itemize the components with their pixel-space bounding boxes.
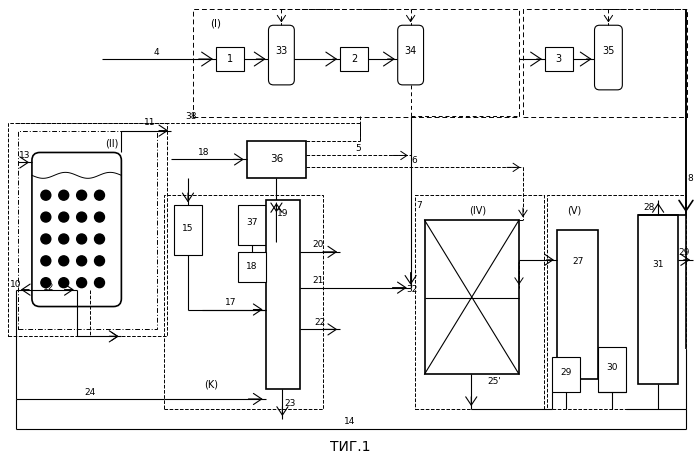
Bar	[174, 205, 202, 255]
Bar	[193, 9, 519, 117]
Circle shape	[94, 256, 104, 266]
Bar	[18, 130, 157, 330]
Bar	[238, 252, 266, 282]
Text: 22: 22	[315, 318, 326, 327]
Text: 38: 38	[185, 112, 196, 121]
Text: 7: 7	[417, 201, 422, 210]
FancyBboxPatch shape	[398, 25, 424, 85]
Bar	[238, 205, 266, 245]
Circle shape	[59, 212, 69, 222]
FancyBboxPatch shape	[32, 153, 122, 307]
Text: 34: 34	[405, 46, 417, 56]
Circle shape	[59, 234, 69, 244]
Text: (I): (I)	[210, 18, 222, 28]
Text: 10: 10	[10, 280, 22, 289]
Circle shape	[59, 278, 69, 288]
Text: 36: 36	[270, 154, 283, 165]
Text: 37: 37	[246, 218, 257, 226]
FancyBboxPatch shape	[268, 25, 294, 85]
Circle shape	[41, 234, 51, 244]
Circle shape	[41, 256, 51, 266]
Text: 11: 11	[143, 118, 155, 127]
Circle shape	[77, 212, 87, 222]
Circle shape	[41, 278, 51, 288]
Circle shape	[59, 190, 69, 200]
Text: 30: 30	[607, 363, 618, 372]
Bar	[547, 195, 686, 409]
Text: 19: 19	[277, 209, 288, 218]
Text: 12: 12	[43, 283, 55, 292]
Text: 35: 35	[603, 46, 614, 56]
Text: 31: 31	[652, 260, 664, 269]
Text: (II): (II)	[105, 138, 118, 148]
Bar	[415, 195, 544, 409]
Bar	[216, 47, 244, 71]
Circle shape	[59, 256, 69, 266]
Text: ΤИГ.1: ΤИГ.1	[330, 440, 370, 454]
Text: 15: 15	[182, 224, 194, 232]
Text: 17: 17	[225, 298, 236, 307]
Text: 4: 4	[153, 47, 159, 57]
Circle shape	[77, 256, 87, 266]
Text: 24: 24	[84, 388, 95, 396]
Text: 29: 29	[678, 248, 690, 257]
Text: 18: 18	[246, 262, 257, 271]
Circle shape	[77, 278, 87, 288]
Bar	[247, 141, 306, 178]
Text: 3: 3	[556, 54, 562, 64]
Circle shape	[94, 190, 104, 200]
Text: (V): (V)	[568, 205, 582, 215]
Bar	[638, 215, 678, 384]
Circle shape	[41, 190, 51, 200]
Bar	[556, 230, 598, 379]
Bar	[598, 347, 626, 392]
Text: 23: 23	[284, 399, 296, 408]
Circle shape	[77, 234, 87, 244]
Bar	[266, 200, 301, 389]
Bar	[340, 47, 368, 71]
Bar	[8, 123, 167, 337]
Text: 13: 13	[19, 151, 31, 160]
Text: 28: 28	[644, 203, 655, 212]
Bar	[523, 9, 687, 117]
Bar	[552, 357, 579, 392]
Text: (K): (K)	[204, 379, 218, 389]
Text: 8: 8	[687, 174, 693, 183]
Text: 18: 18	[198, 148, 210, 157]
Text: 2: 2	[351, 54, 357, 64]
Text: 5: 5	[355, 144, 361, 153]
Bar	[164, 195, 323, 409]
Text: 33: 33	[275, 46, 287, 56]
Bar	[424, 220, 519, 374]
Circle shape	[94, 278, 104, 288]
Circle shape	[94, 234, 104, 244]
FancyBboxPatch shape	[595, 25, 622, 90]
Bar	[545, 47, 572, 71]
Text: 29: 29	[560, 367, 571, 377]
Text: 32: 32	[406, 285, 417, 294]
Text: 21: 21	[312, 276, 324, 285]
Text: 14: 14	[345, 417, 356, 426]
Circle shape	[41, 212, 51, 222]
Text: 27: 27	[572, 257, 583, 266]
Text: 20: 20	[312, 241, 324, 249]
Text: 6: 6	[412, 156, 417, 165]
Circle shape	[77, 190, 87, 200]
Text: (IV): (IV)	[468, 205, 486, 215]
Text: 1: 1	[226, 54, 233, 64]
Text: 25': 25'	[487, 377, 501, 385]
Circle shape	[94, 212, 104, 222]
